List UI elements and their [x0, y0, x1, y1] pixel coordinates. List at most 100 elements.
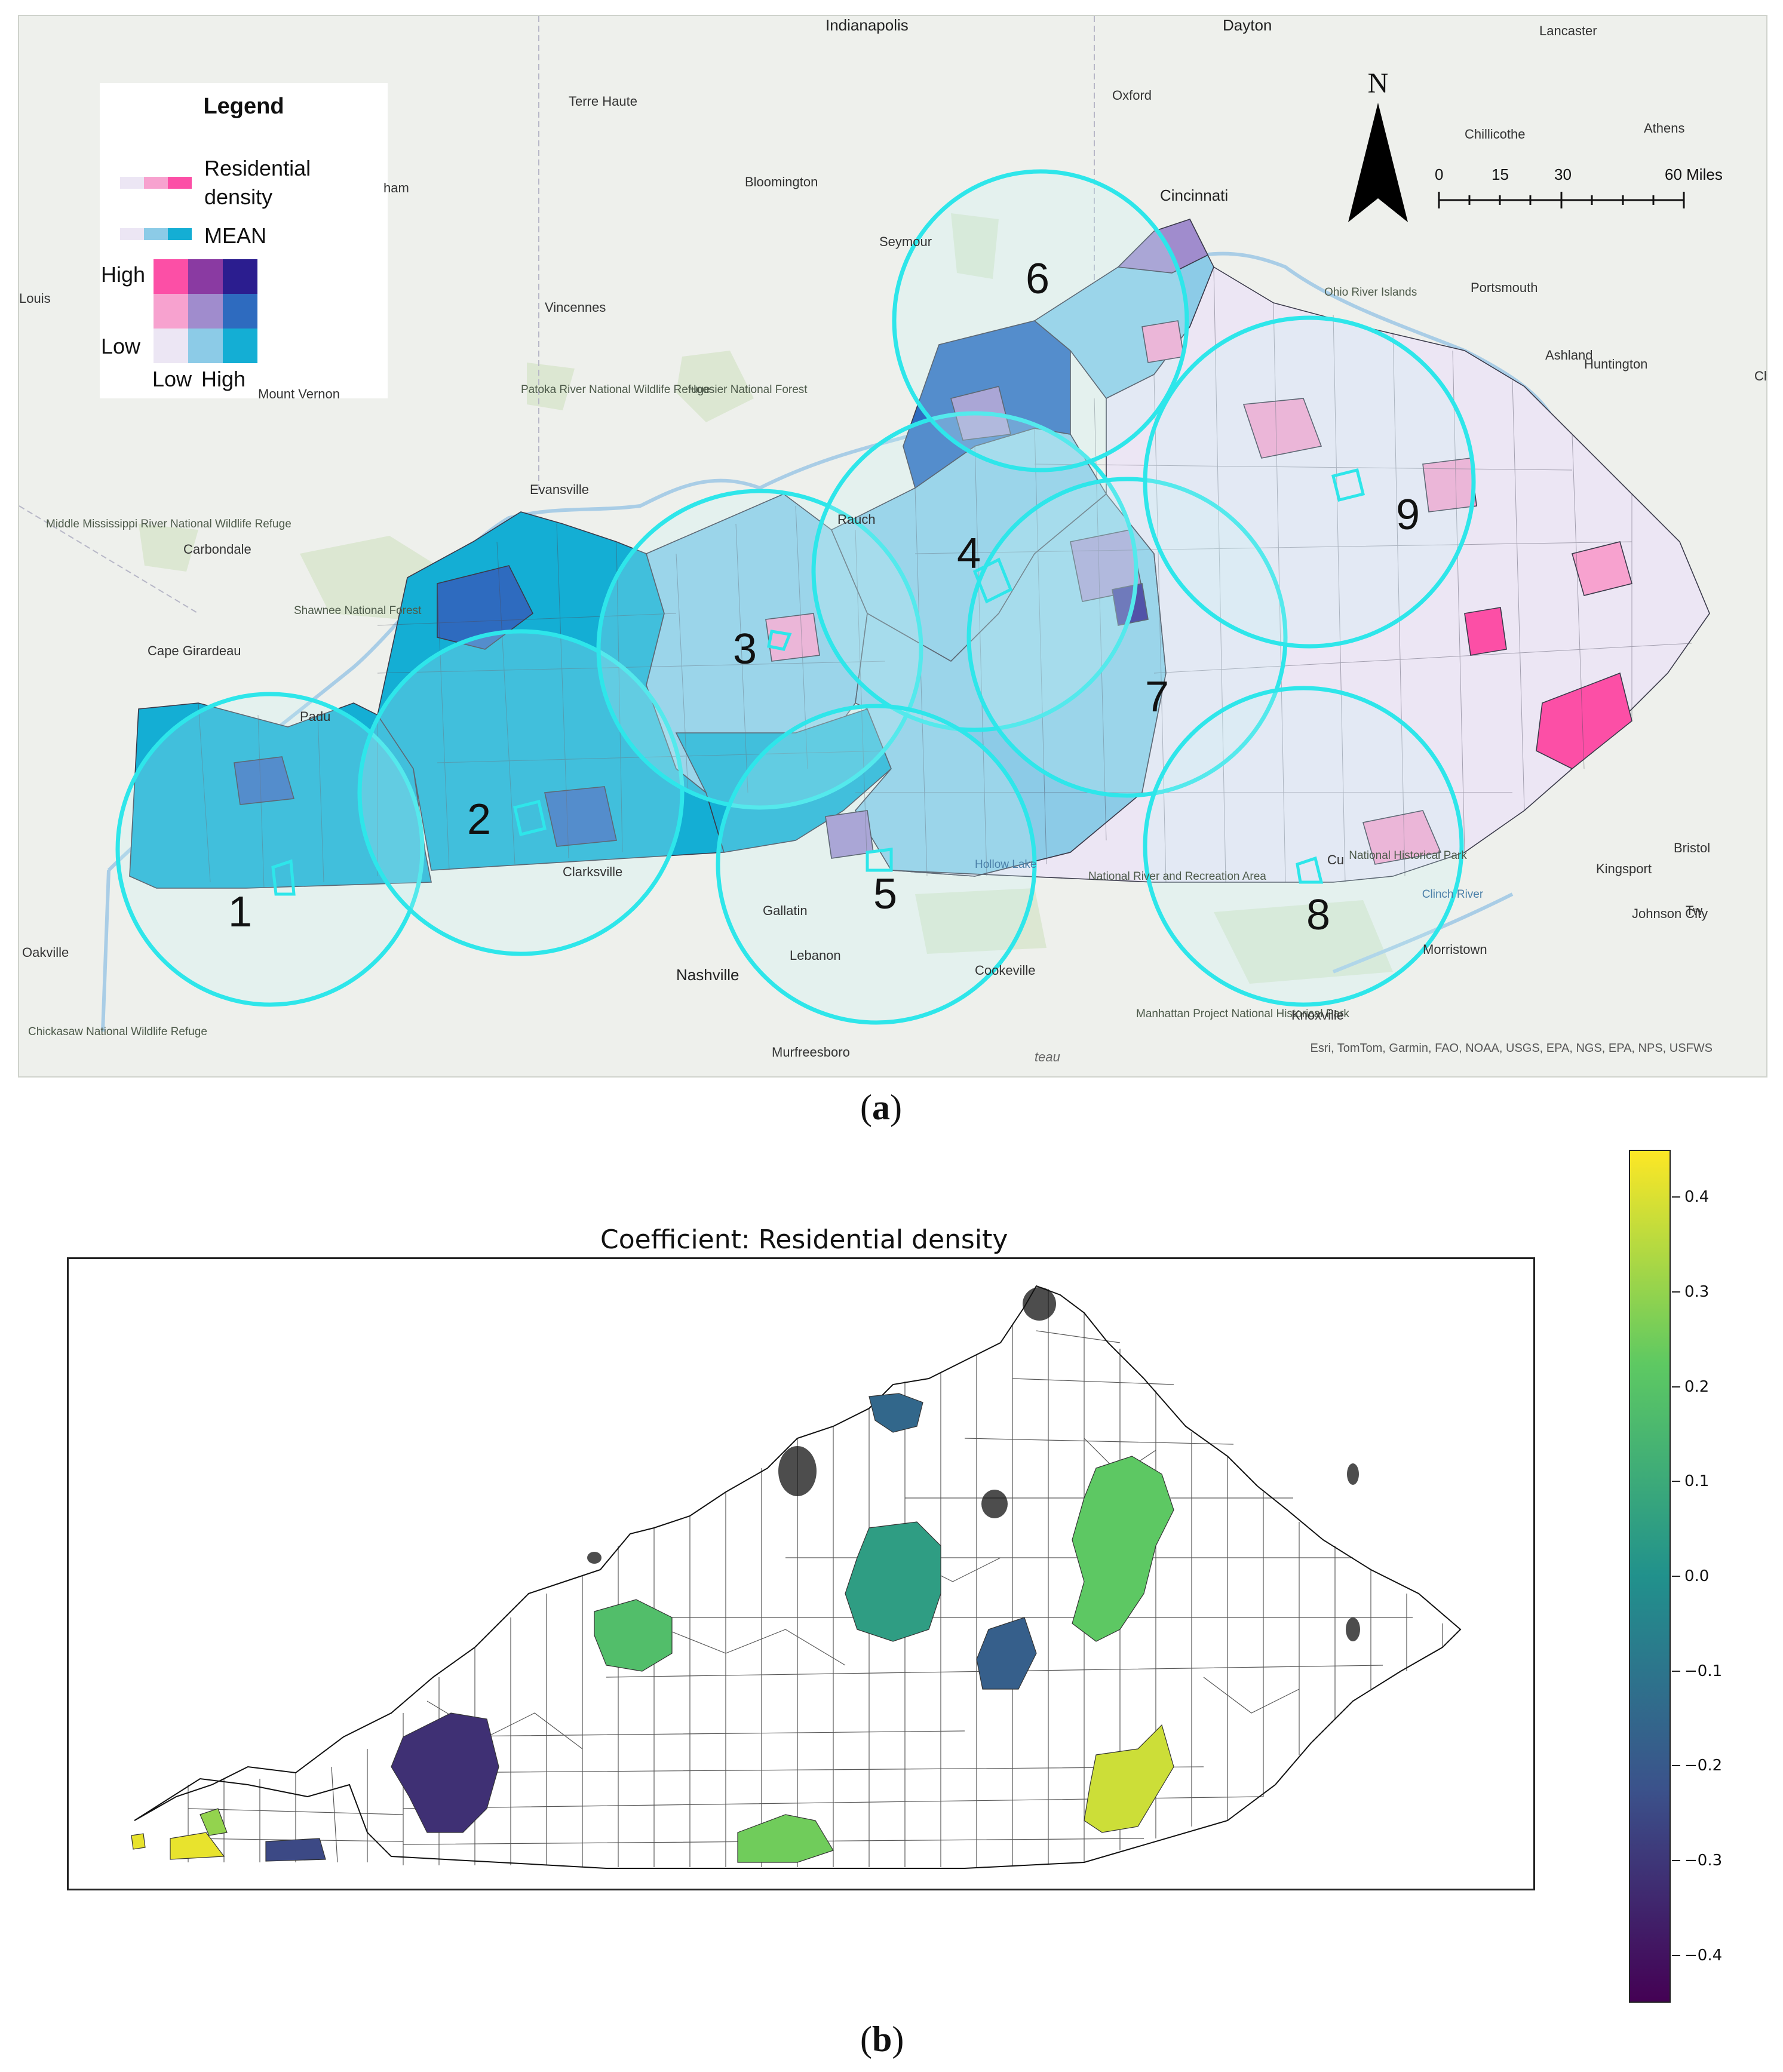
city-gallatin: Gallatin — [763, 903, 808, 918]
city-johnson-city: Johnson City — [1632, 906, 1708, 921]
region-south-central — [737, 1814, 834, 1863]
label-plateau: teau — [1035, 1049, 1060, 1064]
river-clinch: Clinch River — [1422, 888, 1484, 901]
colorbar-tick-label: 0.0 — [1684, 1567, 1710, 1585]
coefficient-map-svg — [131, 1285, 1462, 1869]
city-carbondale: Carbondale — [183, 542, 251, 557]
legend: Legend Residential density MEAN High Low… — [100, 83, 388, 398]
zone-label-8: 8 — [1306, 891, 1331, 939]
colorbar-tick — [1672, 1765, 1680, 1767]
city-bristol: Bristol — [1674, 840, 1711, 855]
colorbar-tick — [1672, 1386, 1680, 1388]
caption-b: (b) — [860, 2019, 904, 2059]
colorbar-tick-label: −0.1 — [1684, 1662, 1723, 1680]
park-manhattan: Manhattan Project National Historical Pa… — [1136, 1008, 1349, 1020]
legend-residential-line2: density — [204, 185, 273, 209]
city-murfreesboro: Murfreesboro — [772, 1045, 850, 1060]
legend-axis-low: Low — [101, 334, 141, 358]
county-grid — [188, 1289, 1443, 1867]
map-panel-a[interactable]: Legend Residential density MEAN High Low… — [18, 15, 1767, 1078]
legend-residential-line1: Residential — [204, 156, 311, 180]
region-far-west — [170, 1832, 225, 1860]
city-louis: Louis — [19, 291, 51, 306]
city-cookeville: Cookeville — [975, 963, 1036, 978]
residential-ramp — [120, 177, 192, 189]
region-far-west-2 — [200, 1808, 228, 1836]
scale-label-60: 60 Miles — [1665, 165, 1723, 183]
city-cincinnati: Cincinnati — [1160, 186, 1229, 204]
colorbar-tick — [1672, 1670, 1680, 1672]
city-lancaster: Lancaster — [1539, 23, 1597, 38]
county-lines — [198, 266, 1692, 889]
city-morristown: Morristown — [1423, 942, 1487, 957]
urban-clusters — [587, 1287, 1360, 1641]
zone-label-5: 5 — [873, 870, 898, 918]
colorbar-tick — [1672, 1576, 1680, 1577]
city-huntington: Huntington — [1584, 357, 1648, 372]
zone-label-3: 3 — [732, 625, 757, 673]
city-clarksville: Clarksville — [563, 864, 623, 879]
colorbar — [1629, 1150, 1671, 2003]
city-terre-haute: Terre Haute — [569, 94, 637, 109]
region-west-central — [594, 1599, 673, 1672]
zone-label-4: 4 — [956, 530, 981, 578]
city-rauch: Rauch — [837, 512, 876, 527]
park-ohio-river-islands: Ohio River Islands — [1324, 286, 1417, 299]
city-cape-girardeau: Cape Girardeau — [148, 643, 241, 658]
scale-label-15: 15 — [1492, 165, 1509, 183]
north-arrow-icon — [1348, 103, 1408, 222]
region-jackson-purchase — [265, 1838, 326, 1862]
zone-label-9: 9 — [1395, 491, 1420, 539]
city-cu: Cu — [1327, 852, 1345, 867]
zone-label-2: 2 — [467, 796, 492, 843]
coefficient-regions — [131, 1393, 1174, 1863]
bivariate-grid — [154, 259, 257, 363]
colorbar-tick-label: −0.4 — [1684, 1946, 1723, 1964]
zone-label-6: 6 — [1025, 255, 1050, 303]
park-chickasaw: Chickasaw National Wildlife Refuge — [28, 1026, 207, 1038]
colorbar-tick — [1672, 1291, 1680, 1293]
region-central-east — [1072, 1456, 1174, 1642]
coefficient-map-frame — [67, 1257, 1535, 1890]
colorbar-tick-label: −0.3 — [1684, 1852, 1723, 1870]
park-middle-mississippi: Middle Mississippi River National Wildli… — [46, 518, 291, 530]
park-national-river: National River and Recreation Area — [1088, 870, 1266, 883]
region-southeast — [1084, 1724, 1174, 1833]
north-arrow: N — [1342, 67, 1414, 222]
scale-bar: 0 15 30 60 Miles — [1432, 165, 1742, 219]
city-tw: Tw — [1686, 903, 1703, 918]
city-mount-vernon: Mount Vernon — [258, 386, 340, 401]
north-label: N — [1367, 67, 1389, 99]
region-northern-ky — [869, 1393, 923, 1433]
city-ch: Ch — [1754, 369, 1766, 383]
region-pennyrile — [391, 1712, 499, 1833]
caption-a: (a) — [860, 1088, 902, 1127]
park-hoosier: Hoosier National Forest — [688, 383, 808, 396]
legend-mean-label: MEAN — [204, 223, 267, 248]
region-far-west-dot — [131, 1833, 146, 1850]
rivers — [101, 251, 1562, 1032]
scale-label-30: 30 — [1554, 165, 1572, 183]
mean-ramp — [120, 228, 192, 240]
colorbar-tick — [1672, 1860, 1680, 1861]
city-padu: Padu — [300, 709, 331, 724]
legend-x-high: High — [201, 367, 246, 391]
colorbar-tick — [1672, 1196, 1680, 1198]
city-bloomington: Bloomington — [745, 174, 818, 189]
city-nashville: Nashville — [676, 966, 739, 984]
map-attribution: Esri, TomTom, Garmin, FAO, NOAA, USGS, E… — [1310, 1042, 1713, 1055]
city-chillicothe: Chillicothe — [1465, 127, 1526, 142]
zone-label-1: 1 — [228, 888, 253, 936]
panel-b-title: Coefficient: Residential density — [600, 1224, 1008, 1255]
caption-a-letter: a — [871, 1088, 890, 1127]
legend-x-low: Low — [152, 367, 192, 391]
city-oxford: Oxford — [1112, 88, 1152, 103]
scale-ticks — [1438, 192, 1685, 208]
city-kingsport: Kingsport — [1596, 861, 1652, 876]
region-lexington-south — [976, 1617, 1037, 1690]
forest-patches — [139, 213, 1393, 984]
city-portsmouth: Portsmouth — [1471, 280, 1538, 295]
lake-hollow: Hollow Lake — [975, 858, 1037, 871]
city-vincennes: Vincennes — [545, 300, 606, 315]
colorbar-tick-label: 0.4 — [1684, 1188, 1710, 1207]
